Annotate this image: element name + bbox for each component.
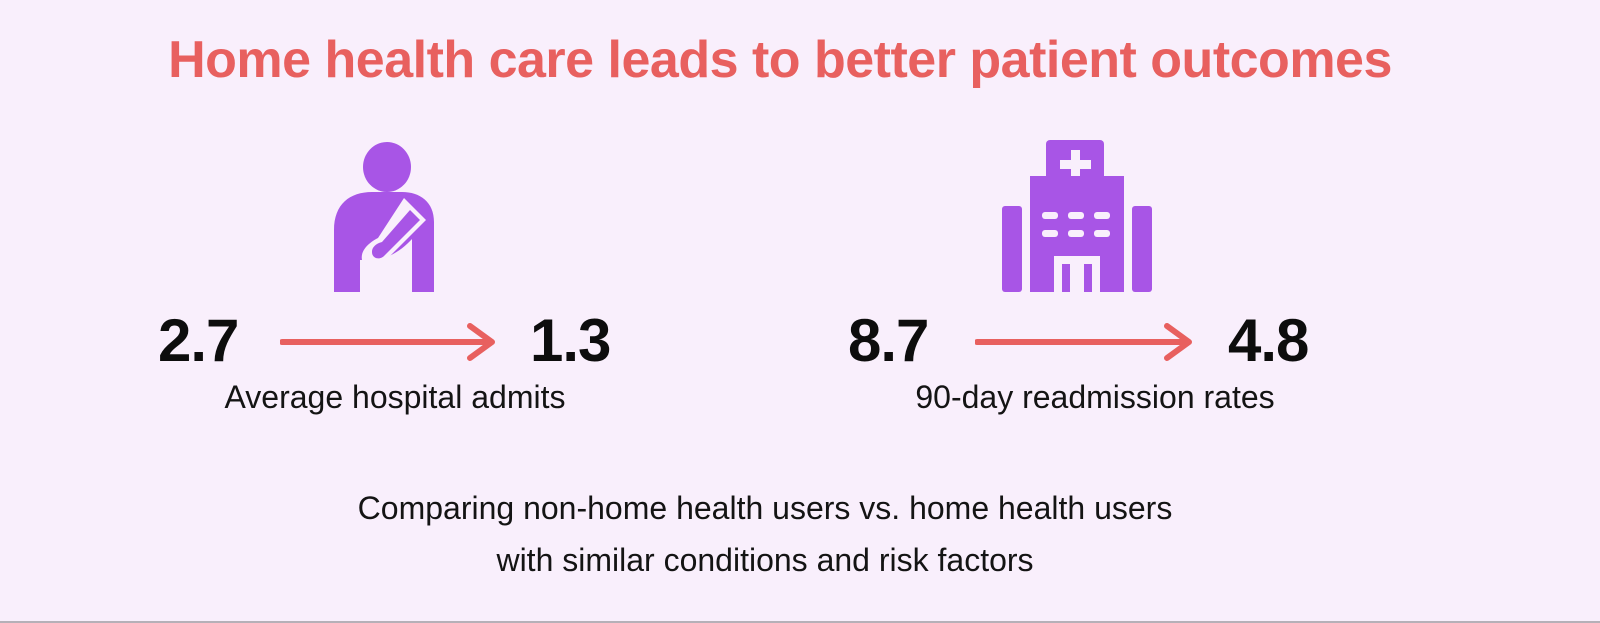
footnote-line: Comparing non-home health users vs. home…	[357, 490, 1173, 526]
stat-after-value: 1.3	[530, 307, 611, 374]
page-title: Home health care leads to better patient…	[168, 31, 1392, 89]
hospital-building-icon	[1002, 140, 1152, 292]
stat-before-value: 2.7	[158, 307, 239, 374]
footnote: Comparing non-home health users vs. home…	[0, 482, 1530, 586]
stat-label: Average hospital admits	[224, 379, 566, 415]
stat-before-value: 8.7	[848, 307, 929, 374]
arrow-right-icon	[975, 323, 1192, 361]
footnote-line: with similar conditions and risk factors	[496, 542, 1034, 578]
stat-after-value: 4.8	[1228, 307, 1309, 374]
injured-patient-icon	[334, 142, 434, 292]
arrow-right-icon	[280, 323, 495, 361]
stat-label: 90-day readmission rates	[915, 379, 1275, 415]
